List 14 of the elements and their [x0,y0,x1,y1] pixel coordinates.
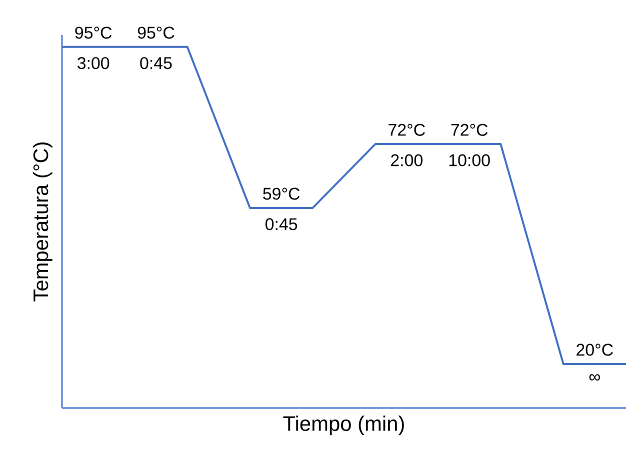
annotation: 72°C [451,124,488,136]
annotation: 3:00 [77,57,110,70]
x-axis-title: Tiempo (min) [283,416,404,436]
annotation: 72°C [388,124,425,136]
y-axis-title: Temperatura (°C) [32,142,52,302]
annotation: 20°C [576,344,613,356]
text: 95°C [75,26,112,39]
annotation: 0:45 [266,218,298,230]
text: 95°C [138,26,174,39]
annotation: 0:45 [140,57,172,70]
annotation: ∞ [589,374,600,381]
annotation: 59°C [263,188,300,200]
annotation: 10:00 [449,154,490,166]
annotation: 2:00 [391,154,422,166]
